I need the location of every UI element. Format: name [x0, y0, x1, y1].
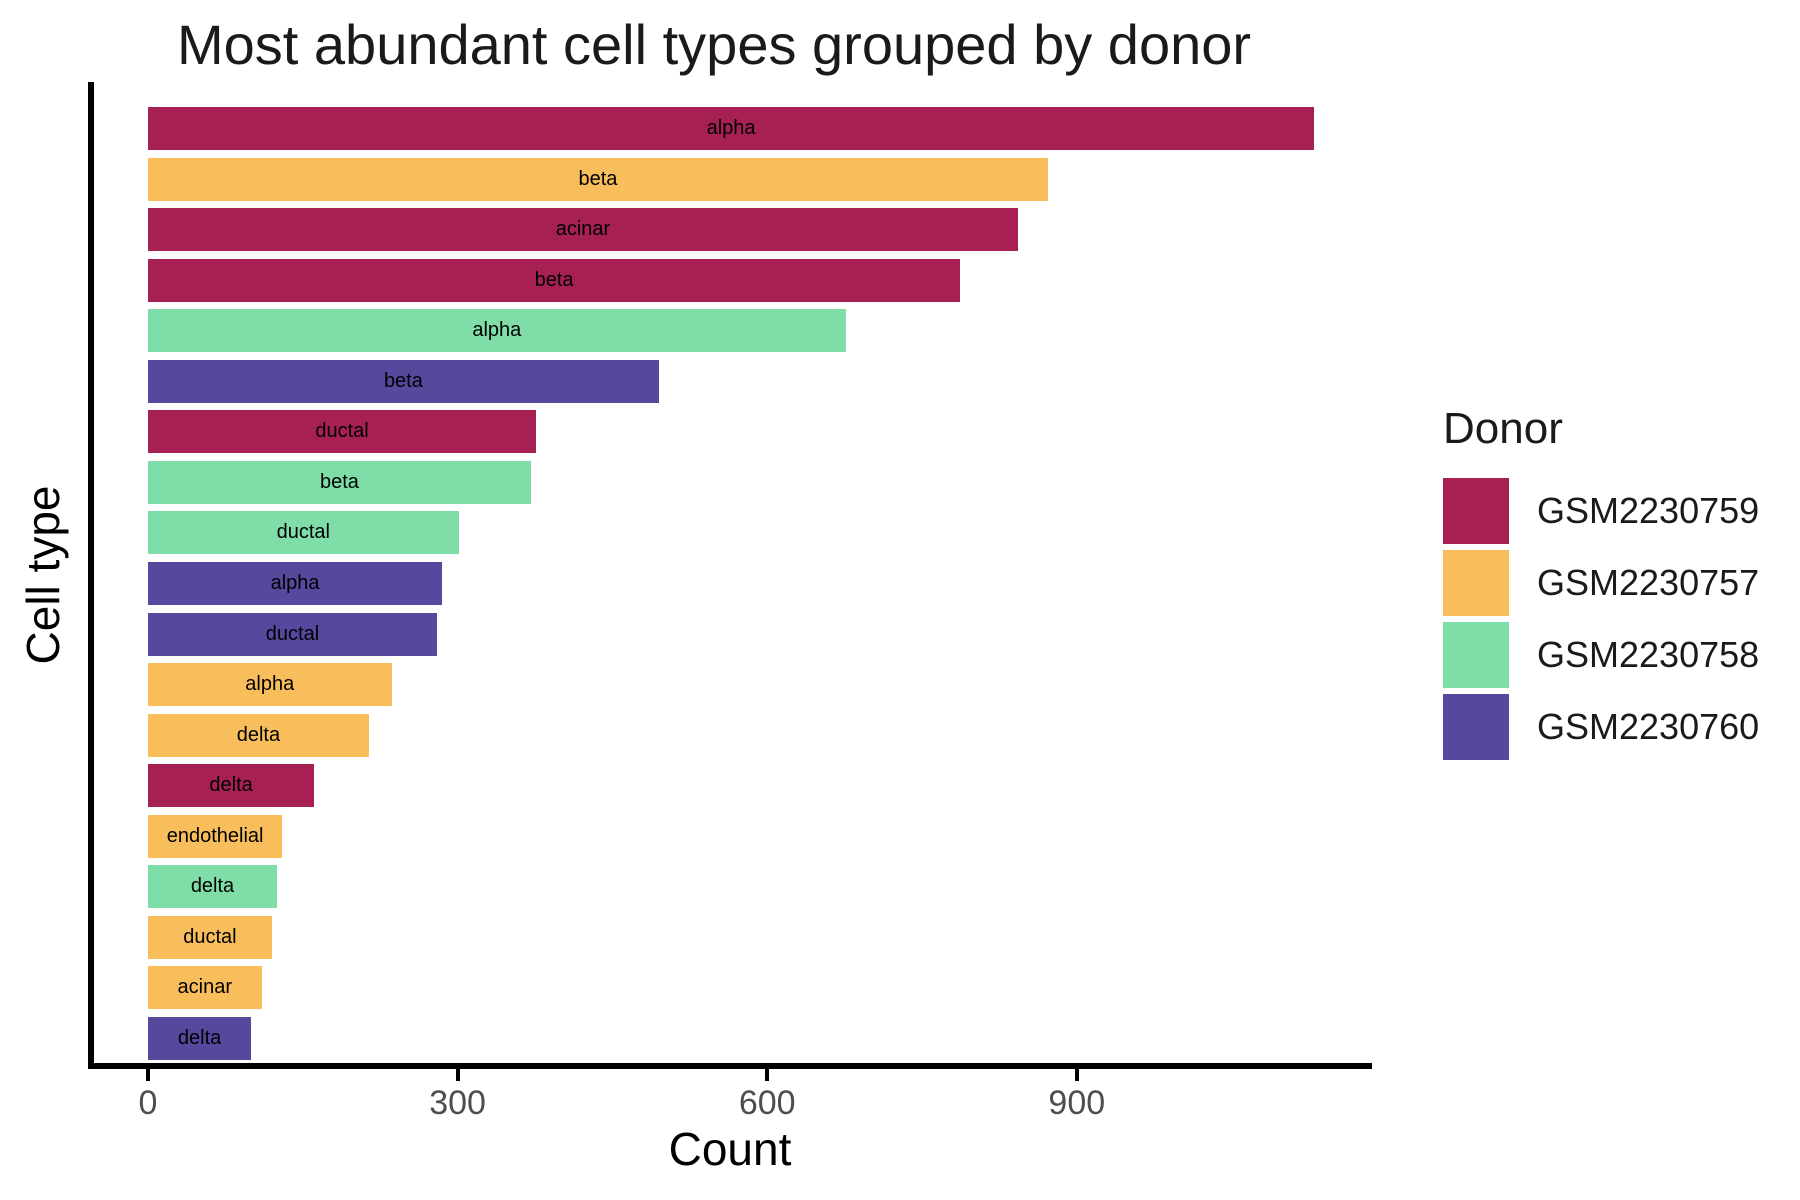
legend-entry-GSM2230759: GSM2230759 — [1443, 478, 1759, 544]
legend-entries-container: GSM2230759 GSM2230757 GSM2230758 GSM2230760 — [1443, 478, 1759, 760]
x-tick-mark — [765, 1069, 770, 1081]
legend-label: GSM2230757 — [1537, 562, 1760, 603]
bar-acinar-GSM2230759: acinar — [148, 208, 1018, 252]
chart-title: Most abundant cell types grouped by dono… — [177, 13, 1252, 76]
bar-label: ductal — [315, 420, 369, 443]
x-tick-mark — [1074, 1069, 1079, 1081]
legend-swatch — [1443, 622, 1509, 688]
bar-label: beta — [319, 470, 359, 493]
legend-entry-GSM2230760: GSM2230760 — [1443, 694, 1759, 760]
bar-label: ductal — [265, 622, 320, 645]
bar-alpha-GSM2230759: alpha — [148, 107, 1315, 150]
x-tick-label: 900 — [1048, 1084, 1106, 1122]
bar-beta-GSM2230760: beta — [148, 359, 659, 403]
bar-label: beta — [534, 268, 574, 291]
y-axis-title: Cell type — [17, 485, 69, 665]
x-tick-label: 0 — [138, 1084, 158, 1122]
bar-label: alpha — [706, 117, 756, 139]
bar-label: delta — [209, 774, 253, 797]
bar-label: acinar — [555, 218, 611, 241]
bar-beta-GSM2230758: beta — [148, 460, 531, 504]
legend-entry-GSM2230757: GSM2230757 — [1443, 550, 1759, 616]
x-axis-line — [88, 1063, 1372, 1069]
bar-beta-GSM2230759: beta — [148, 258, 961, 302]
legend-swatch — [1443, 478, 1509, 544]
bar-label: ductal — [183, 925, 237, 948]
legend-label: GSM2230760 — [1537, 706, 1760, 747]
bar-ductal-GSM2230757: ductal — [148, 915, 272, 959]
x-tick-label: 300 — [429, 1084, 486, 1122]
bar-label: alpha — [472, 319, 522, 342]
legend-label: GSM2230758 — [1537, 634, 1760, 675]
legend-swatch — [1443, 550, 1509, 616]
legend-entry-GSM2230758: GSM2230758 — [1443, 622, 1759, 688]
x-tick-mark — [455, 1069, 460, 1081]
bar-beta-GSM2230757: beta — [148, 157, 1048, 201]
x-axis-title: Count — [668, 1123, 792, 1175]
bar-label: alpha — [270, 571, 320, 594]
bar-label: delta — [190, 875, 235, 898]
legend-swatch — [1443, 694, 1509, 760]
legend: Donor GSM2230759 GSM2230757 GSM2230758 GSM2… — [1443, 404, 1759, 766]
bar-delta-GSM2230760: delta — [148, 1016, 252, 1060]
legend-label: GSM2230759 — [1537, 490, 1760, 531]
bar-label: beta — [383, 369, 423, 392]
y-axis-line — [88, 82, 94, 1069]
bar-label: alpha — [245, 673, 295, 696]
bar-label: beta — [578, 167, 618, 190]
x-tick-label: 600 — [738, 1084, 796, 1122]
bar-label: ductal — [276, 521, 330, 544]
bar-label: acinar — [177, 976, 232, 999]
bar-acinar-GSM2230757: acinar — [148, 966, 262, 1010]
bar-alpha-GSM2230760: alpha — [148, 561, 443, 605]
bar-ductal-GSM2230758: ductal — [148, 511, 459, 555]
bar-delta-GSM2230757: delta — [148, 713, 369, 757]
bar-delta-GSM2230759: delta — [148, 764, 315, 808]
bar-label: delta — [236, 723, 281, 746]
bar-label: delta — [177, 1026, 222, 1049]
x-tick-mark — [146, 1069, 150, 1081]
bar-alpha-GSM2230758: alpha — [148, 309, 846, 353]
bar-ductal-GSM2230759: ductal — [148, 410, 537, 454]
legend-title: Donor — [1443, 404, 1563, 453]
bar-label: endothelial — [166, 824, 264, 847]
bar-endothelial-GSM2230757: endothelial — [148, 814, 283, 858]
bar-alpha-GSM2230757: alpha — [148, 663, 392, 707]
bar-delta-GSM2230758: delta — [148, 865, 277, 909]
bar-ductal-GSM2230760: ductal — [148, 612, 437, 656]
